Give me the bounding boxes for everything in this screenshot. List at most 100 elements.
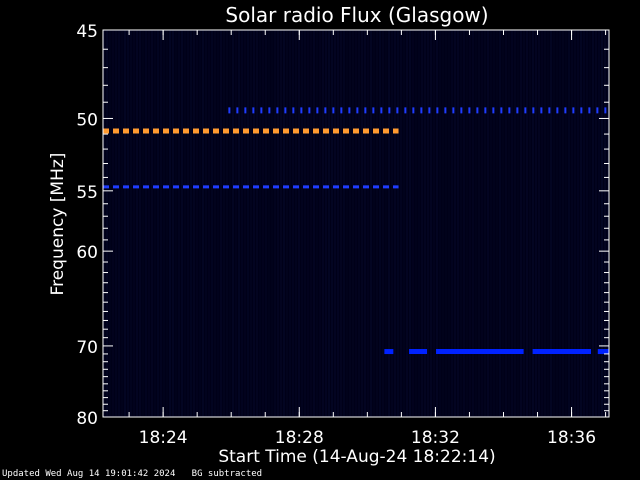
noise-column: [478, 30, 480, 417]
noise-column: [526, 30, 528, 417]
noise-column: [175, 30, 177, 417]
noise-column: [382, 30, 384, 417]
noise-column: [436, 30, 438, 417]
noise-column: [538, 30, 540, 417]
noise-column: [247, 30, 249, 417]
noise-column: [598, 30, 600, 417]
y-axis-label: Frequency [MHz]: [48, 153, 68, 296]
noise-column: [295, 30, 297, 417]
noise-column: [397, 30, 399, 417]
noise-column: [379, 30, 381, 417]
noise-column: [583, 30, 585, 417]
noise-column: [178, 30, 180, 417]
noise-column: [373, 30, 375, 417]
noise-column: [193, 30, 195, 417]
x-axis-label: Start Time (14-Aug-24 18:22:14): [218, 447, 495, 467]
y-tick-label: 80: [76, 409, 98, 429]
noise-column: [541, 30, 543, 417]
noise-column: [337, 30, 339, 417]
noise-column: [256, 30, 258, 417]
noise-column: [394, 30, 396, 417]
noise-column: [406, 30, 408, 417]
noise-column: [535, 30, 537, 417]
noise-column: [412, 30, 414, 417]
noise-column: [454, 30, 456, 417]
noise-column: [220, 30, 222, 417]
noise-column: [562, 30, 564, 417]
noise-column: [286, 30, 288, 417]
noise-column: [118, 30, 120, 417]
noise-column: [355, 30, 357, 417]
chart-title: Solar radio Flux (Glasgow): [225, 3, 488, 27]
noise-column: [139, 30, 141, 417]
noise-column: [277, 30, 279, 417]
noise-column: [316, 30, 318, 417]
x-tick-label: 18:28: [275, 428, 324, 448]
noise-column: [469, 30, 471, 417]
noise-column: [124, 30, 126, 417]
noise-column: [601, 30, 603, 417]
noise-column: [490, 30, 492, 417]
updated-timestamp: Updated Wed Aug 14 19:01:42 2024: [2, 469, 176, 479]
plot-frame: [102, 29, 610, 418]
x-tick-label: 18:24: [139, 428, 188, 448]
noise-column: [127, 30, 129, 417]
noise-column: [271, 30, 273, 417]
noise-column: [184, 30, 186, 417]
noise-column: [451, 30, 453, 417]
noise-column: [544, 30, 546, 417]
noise-column: [268, 30, 270, 417]
noise-column: [439, 30, 441, 417]
noise-column: [259, 30, 261, 417]
noise-column: [574, 30, 576, 417]
noise-column: [607, 30, 609, 417]
noise-column: [430, 30, 432, 417]
noise-column: [493, 30, 495, 417]
noise-column: [334, 30, 336, 417]
noise-column: [133, 30, 135, 417]
noise-column: [232, 30, 234, 417]
noise-column: [352, 30, 354, 417]
noise-column: [322, 30, 324, 417]
noise-column: [289, 30, 291, 417]
noise-column: [298, 30, 300, 417]
noise-column: [577, 30, 579, 417]
noise-column: [475, 30, 477, 417]
noise-column: [433, 30, 435, 417]
noise-column: [517, 30, 519, 417]
noise-column: [418, 30, 420, 417]
noise-column: [187, 30, 189, 417]
noise-column: [169, 30, 171, 417]
noise-column: [205, 30, 207, 417]
noise-column: [145, 30, 147, 417]
noise-column: [409, 30, 411, 417]
noise-column: [223, 30, 225, 417]
y-tick-label: 45: [76, 22, 98, 42]
noise-column: [283, 30, 285, 417]
noise-column: [604, 30, 606, 417]
noise-column: [244, 30, 246, 417]
noise-column: [328, 30, 330, 417]
noise-column: [343, 30, 345, 417]
noise-column: [472, 30, 474, 417]
noise-column: [199, 30, 201, 417]
noise-column: [595, 30, 597, 417]
noise-column: [556, 30, 558, 417]
noise-column: [460, 30, 462, 417]
noise-column: [511, 30, 513, 417]
noise-column: [310, 30, 312, 417]
noise-column: [370, 30, 372, 417]
noise-column: [103, 30, 105, 417]
noise-column: [121, 30, 123, 417]
footer: Updated Wed Aug 14 19:01:42 2024 BG subt…: [2, 469, 262, 479]
noise-column: [166, 30, 168, 417]
noise-column: [520, 30, 522, 417]
plot-background: [103, 30, 609, 417]
noise-column: [208, 30, 210, 417]
noise-column: [253, 30, 255, 417]
noise-column: [424, 30, 426, 417]
noise-column: [376, 30, 378, 417]
noise-column: [196, 30, 198, 417]
noise-column: [292, 30, 294, 417]
noise-column: [553, 30, 555, 417]
